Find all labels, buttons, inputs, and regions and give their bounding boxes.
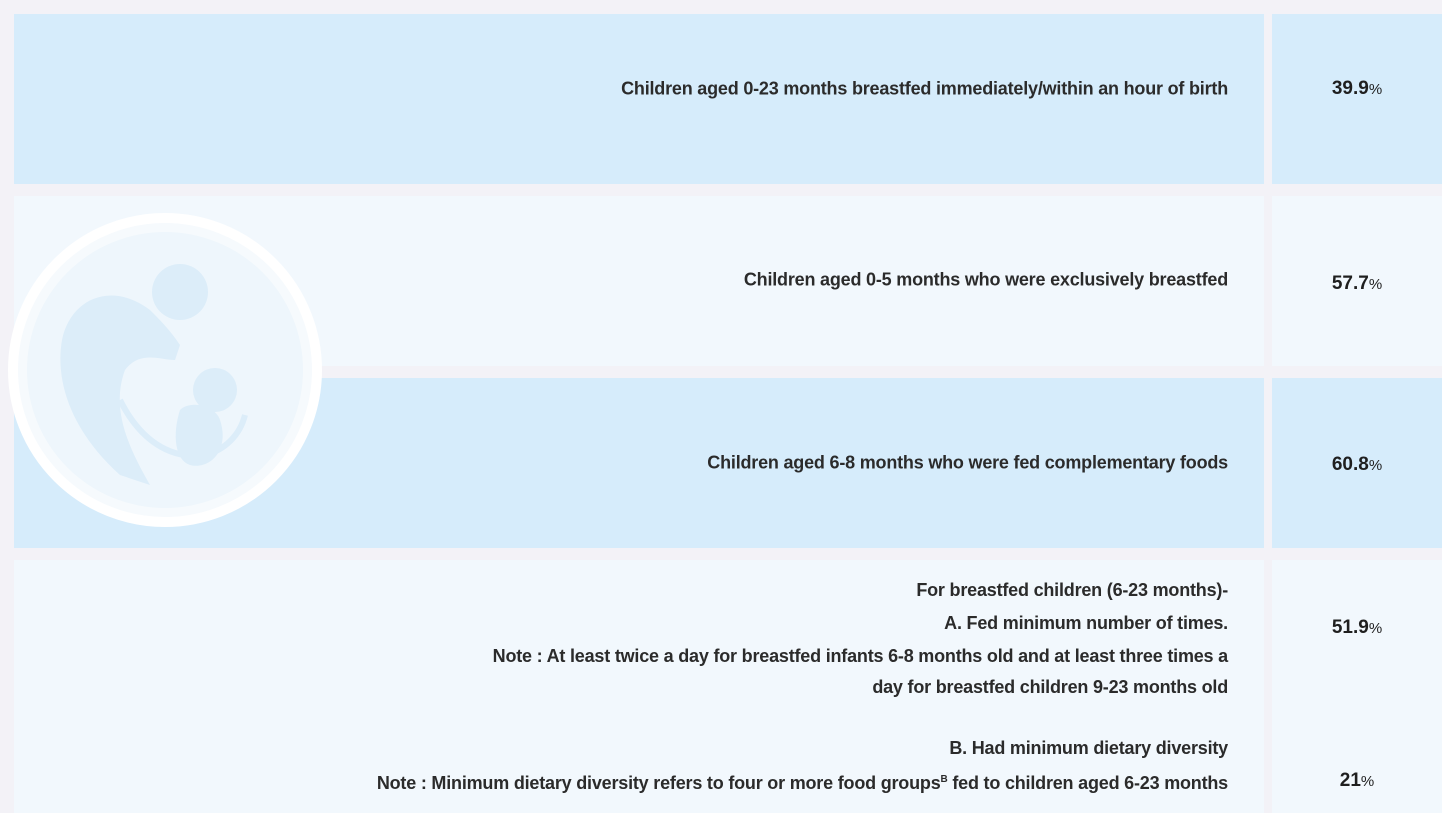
- page: Children aged 0-23 months breastfed imme…: [0, 0, 1442, 813]
- row-label: Children aged 6-8 months who were fed co…: [707, 453, 1228, 474]
- value-unit: %: [1369, 457, 1382, 474]
- value-number: 51.9: [1332, 617, 1369, 638]
- row-label-line: B. Had minimum dietary diversity: [949, 738, 1228, 759]
- row-label-line: For breastfed children (6-23 months)-: [916, 580, 1228, 601]
- superscript: B: [941, 774, 948, 785]
- row-label: Children aged 0-23 months breastfed imme…: [621, 79, 1228, 100]
- row-label-line: Note : At least twice a day for breastfe…: [493, 646, 1228, 667]
- row-value: 21%: [1272, 770, 1442, 792]
- label-text: fed to children aged 6-23 months: [948, 773, 1228, 793]
- value-number: 60.8: [1332, 454, 1369, 475]
- row-label-line: Note : Minimum dietary diversity refers …: [377, 773, 1228, 794]
- value-number: 57.7: [1332, 273, 1369, 294]
- value-unit: %: [1369, 276, 1382, 293]
- label-text: Note : Minimum dietary diversity refers …: [377, 773, 941, 793]
- value-number: 39.9: [1332, 78, 1369, 99]
- row-label-line: day for breastfed children 9-23 months o…: [872, 677, 1228, 698]
- row-label-line: A. Fed minimum number of times.: [944, 613, 1228, 634]
- row-label: Children aged 0-5 months who were exclus…: [744, 270, 1228, 291]
- row-value: 57.7%: [1272, 273, 1442, 295]
- value-unit: %: [1361, 773, 1374, 790]
- row-value: 51.9%: [1272, 617, 1442, 639]
- row-value: 60.8%: [1272, 454, 1442, 476]
- value-number: 21: [1340, 770, 1361, 791]
- row-value: 39.9%: [1272, 78, 1442, 100]
- value-unit: %: [1369, 81, 1382, 98]
- mother-child-icon: [0, 210, 330, 530]
- value-unit: %: [1369, 620, 1382, 637]
